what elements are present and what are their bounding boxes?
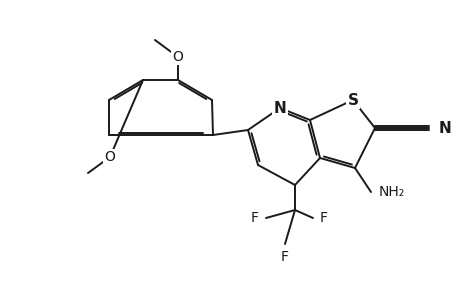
Text: F: F bbox=[251, 211, 258, 225]
Text: O: O bbox=[104, 150, 115, 164]
Text: O: O bbox=[172, 50, 183, 64]
Text: S: S bbox=[347, 92, 358, 107]
Text: F: F bbox=[280, 250, 288, 264]
Text: NH₂: NH₂ bbox=[378, 185, 404, 199]
Text: N: N bbox=[438, 121, 451, 136]
Text: F: F bbox=[319, 211, 327, 225]
Text: N: N bbox=[273, 100, 286, 116]
